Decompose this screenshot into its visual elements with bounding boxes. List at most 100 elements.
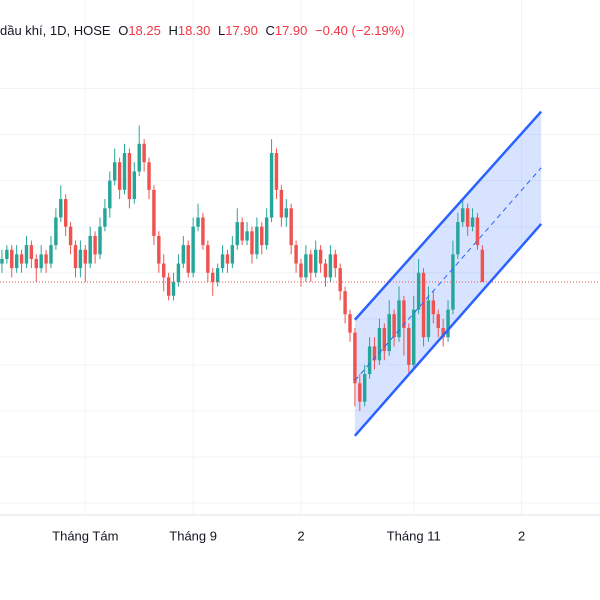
x-tick-label: Tháng Tám (52, 528, 118, 543)
symbol: dầu khí, 1D, HOSE (0, 23, 111, 38)
close-label: C (265, 23, 274, 38)
candle-body (59, 199, 63, 218)
candle-body (54, 217, 58, 246)
channel-lower (353, 223, 543, 437)
candle-body (328, 254, 333, 278)
candle-body (112, 162, 117, 181)
candle-body (142, 143, 146, 163)
candle-body (245, 231, 249, 241)
x-axis: Tháng Tám Tháng 9 2 Tháng 11 2 (52, 528, 525, 543)
candle-body (122, 153, 127, 190)
candle-body (186, 245, 190, 273)
candle-body (392, 314, 396, 338)
channel-upper (353, 110, 543, 321)
candle-body (132, 171, 137, 200)
candle-body (461, 208, 465, 223)
candle-body (230, 245, 235, 264)
candle-body (0, 258, 4, 264)
candle-body (382, 328, 387, 352)
candle-body (387, 314, 391, 352)
candle-body (88, 235, 92, 264)
candle-body (127, 153, 132, 200)
x-tick-label: 2 (518, 528, 525, 543)
candle-body (431, 300, 436, 315)
candle-body (225, 254, 230, 264)
candle-body (304, 254, 308, 278)
candle-body (446, 309, 450, 338)
candle-body (338, 268, 342, 292)
candle-body (68, 226, 73, 246)
candle-body (397, 300, 401, 338)
candle-body (465, 208, 470, 227)
candle-body (299, 263, 303, 278)
candle-body (367, 346, 372, 375)
candle-body (235, 222, 239, 246)
candle-body (147, 162, 151, 190)
candle-body (108, 180, 112, 209)
x-tick-label: Tháng 11 (387, 528, 441, 543)
candle-body (240, 222, 244, 241)
candle-body (19, 254, 24, 264)
candle-body (372, 346, 377, 361)
candle-body (353, 332, 357, 384)
candle-body (451, 254, 455, 310)
candle-body (284, 208, 288, 218)
high-value: 18.30 (178, 23, 211, 38)
candle-body (152, 189, 156, 236)
candle-body (29, 245, 34, 259)
open-value: 18.25 (128, 23, 161, 38)
candle-body (407, 328, 411, 365)
candle-body (220, 254, 225, 269)
candle-body (250, 231, 254, 255)
candle-body (294, 245, 298, 264)
candle-body (157, 235, 161, 264)
candle-body (176, 263, 181, 282)
candle-body (166, 277, 171, 296)
candle-body (78, 249, 83, 269)
candle-body (255, 226, 259, 255)
candle-body (441, 328, 445, 338)
candle-body (358, 383, 362, 402)
candle-body (98, 226, 102, 255)
candle-body (49, 245, 53, 264)
candle-body (14, 254, 19, 269)
candle-body (416, 272, 421, 310)
candle-body (421, 272, 426, 338)
candle-body (215, 268, 220, 282)
candle-body (412, 309, 416, 365)
candle-body (44, 254, 48, 264)
candle-body (39, 254, 43, 269)
candle-body (211, 272, 215, 282)
candle-body (117, 162, 122, 190)
candle-body (402, 300, 406, 329)
candle-body (333, 254, 338, 269)
candle-body (181, 245, 186, 264)
candle-body (162, 263, 166, 278)
low-value: 17.90 (225, 23, 258, 38)
candle-body (318, 249, 323, 264)
candle-body (480, 249, 485, 282)
channel-middle (354, 167, 542, 381)
candle-body (171, 281, 176, 296)
candle-body (73, 245, 78, 269)
candle-body (470, 217, 475, 227)
candle-body (260, 226, 264, 246)
candle-body (83, 249, 88, 264)
candle-body (191, 226, 195, 273)
candle-body (201, 217, 205, 246)
low-label: L (218, 23, 225, 38)
candle-body (362, 374, 367, 402)
candle-body (196, 217, 200, 227)
change-value: −0.40 (−2.19%) (315, 23, 405, 38)
candle-body (279, 189, 284, 218)
candle-body (93, 235, 97, 255)
candle-body (34, 258, 38, 269)
x-tick-label: Tháng 9 (169, 528, 217, 543)
candle-body (456, 222, 460, 255)
candle-body (5, 249, 9, 259)
candle-body (475, 217, 480, 246)
candle-body (426, 300, 431, 338)
candle-body (63, 199, 68, 227)
